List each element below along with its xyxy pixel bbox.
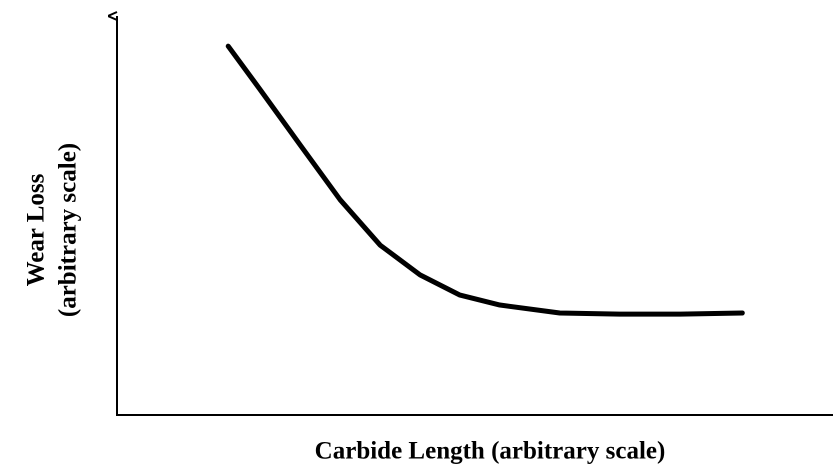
- x-axis-label: Carbide Length (arbitrary scale): [315, 438, 666, 465]
- curve: [225, 43, 745, 317]
- y-axis-label: Wear Loss: [23, 173, 50, 286]
- y-axis-label: (arbitrary scale): [55, 143, 82, 317]
